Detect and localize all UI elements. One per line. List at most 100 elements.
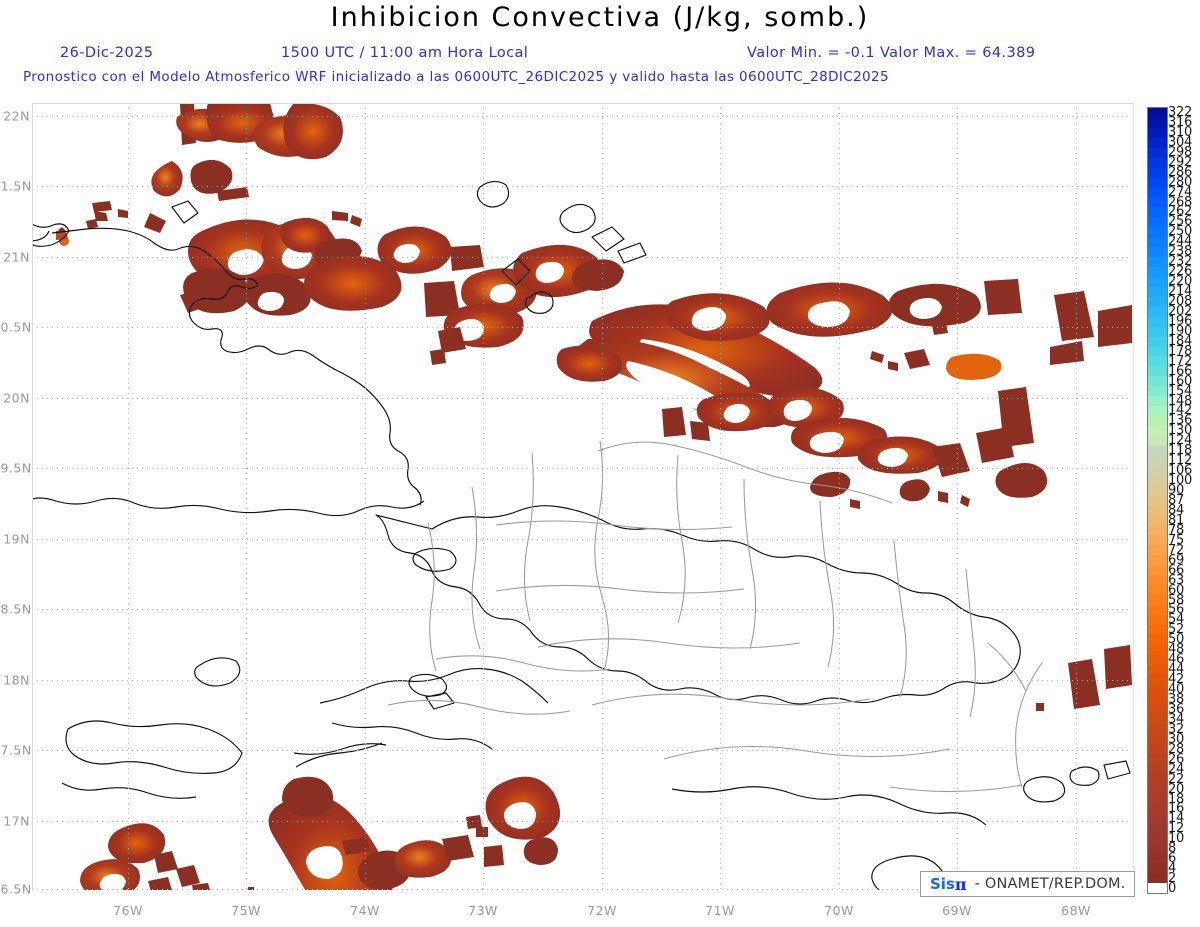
colorbar-swatch	[1147, 316, 1168, 327]
colorbar-tick-label: 42	[1168, 672, 1184, 688]
colorbar-swatch	[1147, 217, 1168, 228]
colorbar-tick-label: 136	[1168, 413, 1192, 429]
gridline-horizontal	[32, 889, 1132, 890]
colorbar-tick-label: 20	[1168, 781, 1184, 797]
colorbar-swatch	[1147, 793, 1168, 804]
colorbar-swatch	[1147, 883, 1168, 895]
organization-label: - ONAMET/REP.DOM.	[974, 876, 1126, 892]
colorbar-swatch	[1147, 525, 1168, 536]
colorbar-tick-label: 130	[1168, 423, 1192, 439]
colorbar-swatch	[1147, 376, 1168, 387]
colorbar-swatch	[1147, 753, 1168, 764]
colorbar-swatch	[1147, 107, 1168, 118]
colorbar-tick-label: 196	[1168, 313, 1192, 329]
gridline-horizontal	[32, 116, 1132, 117]
colorbar[interactable]	[1147, 107, 1168, 895]
attribution-box: Sis π - ONAMET/REP.DOM.	[920, 871, 1136, 897]
colorbar-swatch	[1147, 813, 1168, 824]
colorbar-swatch	[1147, 197, 1168, 208]
y-tick-label: 17.5N	[0, 742, 32, 758]
admin-boundary-layer	[387, 440, 1043, 793]
gridline-vertical	[483, 103, 484, 890]
colorbar-swatch	[1147, 734, 1168, 744]
colorbar-tick-label: 268	[1168, 194, 1192, 210]
colorbar-tick-label: 4	[1168, 861, 1176, 877]
colorbar-swatch	[1147, 773, 1168, 784]
colorbar-tick-label: 46	[1168, 652, 1184, 668]
colorbar-tick-label: 220	[1168, 274, 1192, 290]
colorbar-tick-label: 36	[1168, 701, 1184, 717]
colorbar-swatch	[1147, 863, 1168, 874]
colorbar-swatch	[1147, 515, 1168, 526]
colorbar-tick-label: 18	[1168, 791, 1184, 807]
colorbar-swatch	[1147, 366, 1168, 377]
colorbar-swatch	[1147, 585, 1168, 595]
colorbar-tick-label: 40	[1168, 682, 1184, 698]
x-tick-label: 68W	[1061, 903, 1091, 918]
gridline-vertical	[365, 103, 366, 890]
colorbar-swatch	[1147, 187, 1168, 198]
colorbar-tick-label: 250	[1168, 224, 1192, 240]
gridline-horizontal	[32, 821, 1132, 822]
colorbar-swatch	[1147, 177, 1168, 188]
colorbar-swatch	[1147, 565, 1168, 576]
colorbar-swatch	[1147, 704, 1168, 715]
y-tick-label: 18.5N	[0, 601, 32, 617]
colorbar-swatch	[1147, 714, 1168, 725]
y-tick-label: 19N	[3, 531, 30, 547]
colorbar-swatch	[1147, 684, 1168, 695]
colorbar-tick-label: 184	[1168, 333, 1192, 349]
y-tick-label: 18N	[3, 672, 30, 688]
colorbar-swatch	[1147, 286, 1168, 297]
colorbar-swatch	[1147, 694, 1168, 705]
colorbar-tick-label: 118	[1168, 443, 1192, 459]
colorbar-tick-label: 22	[1168, 771, 1184, 787]
colorbar-swatch	[1147, 257, 1168, 267]
coastline-layer	[32, 180, 1131, 890]
colorbar-tick-label: 72	[1168, 542, 1184, 558]
x-tick-label: 76W	[113, 903, 143, 918]
colorbar-swatch	[1147, 147, 1168, 158]
weather-map[interactable]	[32, 103, 1132, 890]
colorbar-swatch	[1147, 227, 1168, 238]
colorbar-tick-label: 38	[1168, 692, 1184, 707]
gridline-vertical	[839, 103, 840, 890]
colorbar-tick-label: 286	[1168, 164, 1192, 180]
x-tick-label: 74W	[350, 903, 380, 918]
colorbar-tick-label: 190	[1168, 323, 1192, 339]
colorbar-swatch	[1147, 853, 1168, 864]
colorbar-tick-label: 30	[1168, 731, 1184, 747]
colorbar-tick-label: 90	[1168, 483, 1184, 499]
colorbar-swatch	[1147, 823, 1168, 834]
y-tick-label: 20.5N	[0, 319, 32, 335]
colorbar-swatch	[1147, 435, 1168, 446]
colorbar-tick-label: 87	[1168, 493, 1184, 509]
colorbar-swatch	[1147, 475, 1168, 486]
colorbar-swatch	[1147, 535, 1168, 546]
colorbar-tick-label: 10	[1168, 831, 1184, 847]
x-tick-label: 72W	[587, 903, 617, 918]
colorbar-tick-label: 238	[1168, 244, 1192, 260]
x-tick-label: 70W	[824, 903, 854, 918]
colorbar-swatch	[1147, 644, 1168, 655]
colorbar-tick-label: 262	[1168, 204, 1192, 220]
colorbar-tick-label: 244	[1168, 234, 1192, 250]
colorbar-swatch	[1147, 594, 1168, 605]
forecast-date: 26-Dic-2025	[60, 45, 154, 61]
colorbar-tick-label: 226	[1168, 264, 1192, 280]
logo-sis-text: Sis	[930, 875, 955, 893]
colorbar-tick-label: 28	[1168, 741, 1184, 757]
colorbar-tick-label: 16	[1168, 801, 1184, 817]
colorbar-swatch	[1147, 306, 1168, 317]
map-canvas	[32, 103, 1132, 890]
colorbar-swatch	[1147, 634, 1168, 645]
colorbar-swatch	[1147, 763, 1168, 774]
colorbar-tick-label: 48	[1168, 642, 1184, 658]
y-tick-label: 22N	[3, 108, 30, 124]
colorbar-tick-label: 310	[1168, 124, 1192, 140]
colorbar-swatch	[1147, 267, 1168, 277]
colorbar-swatch	[1147, 455, 1168, 466]
colorbar-tick-label: 78	[1168, 522, 1184, 538]
colorbar-swatch	[1147, 674, 1168, 685]
gridline-vertical	[957, 103, 958, 890]
